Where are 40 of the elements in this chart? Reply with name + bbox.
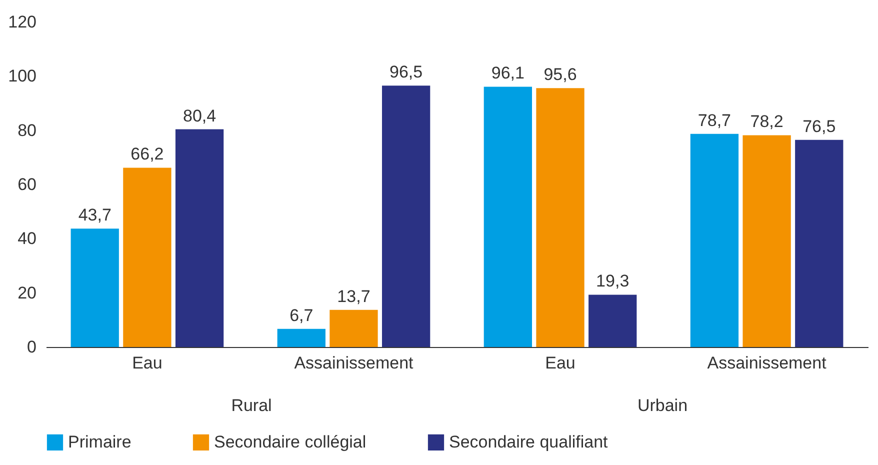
y-tick-label: 100 bbox=[8, 66, 36, 86]
data-label: 76,5 bbox=[802, 116, 836, 136]
data-label: 80,4 bbox=[182, 106, 216, 126]
data-label: 96,5 bbox=[390, 62, 423, 82]
y-tick-label: 20 bbox=[18, 283, 36, 302]
data-label: 6,7 bbox=[290, 306, 314, 325]
x-tick-label: Assainissement bbox=[294, 354, 414, 372]
bar bbox=[690, 134, 739, 347]
bar bbox=[742, 135, 791, 347]
y-tick-label: 80 bbox=[18, 120, 36, 140]
bar bbox=[70, 228, 119, 347]
bar bbox=[536, 88, 584, 347]
data-label: 19,3 bbox=[596, 272, 630, 291]
bar bbox=[330, 310, 378, 347]
y-tick-label: 40 bbox=[18, 229, 36, 248]
data-label: 78,7 bbox=[698, 110, 732, 130]
data-label: 13,7 bbox=[337, 286, 370, 306]
x-tick-label: Eau bbox=[132, 354, 162, 372]
legend-label: Secondaire qualifiant bbox=[449, 432, 608, 452]
data-label: 66,2 bbox=[130, 144, 164, 164]
x-tick-label: Assainissement bbox=[707, 354, 827, 372]
bar bbox=[277, 328, 326, 347]
bar bbox=[175, 129, 224, 347]
bar bbox=[382, 86, 430, 347]
y-tick-label: 120 bbox=[8, 12, 36, 32]
bar bbox=[484, 86, 532, 347]
data-label: 43,7 bbox=[78, 206, 112, 225]
y-tick-label: 0 bbox=[27, 338, 36, 356]
data-label: 78,2 bbox=[750, 112, 784, 132]
data-label: 95,6 bbox=[544, 65, 577, 84]
data-label: 96,1 bbox=[491, 64, 524, 83]
text: Rural bbox=[230, 396, 273, 416]
bar bbox=[123, 168, 172, 347]
legend-label: Primaire bbox=[68, 432, 132, 452]
bar bbox=[795, 140, 844, 347]
y-tick-label: 60 bbox=[18, 175, 36, 194]
text: Urbain bbox=[636, 396, 689, 416]
legend-label: Secondaire collégial bbox=[214, 432, 366, 452]
x-tick-label: Eau bbox=[545, 354, 576, 372]
bar bbox=[588, 294, 637, 347]
